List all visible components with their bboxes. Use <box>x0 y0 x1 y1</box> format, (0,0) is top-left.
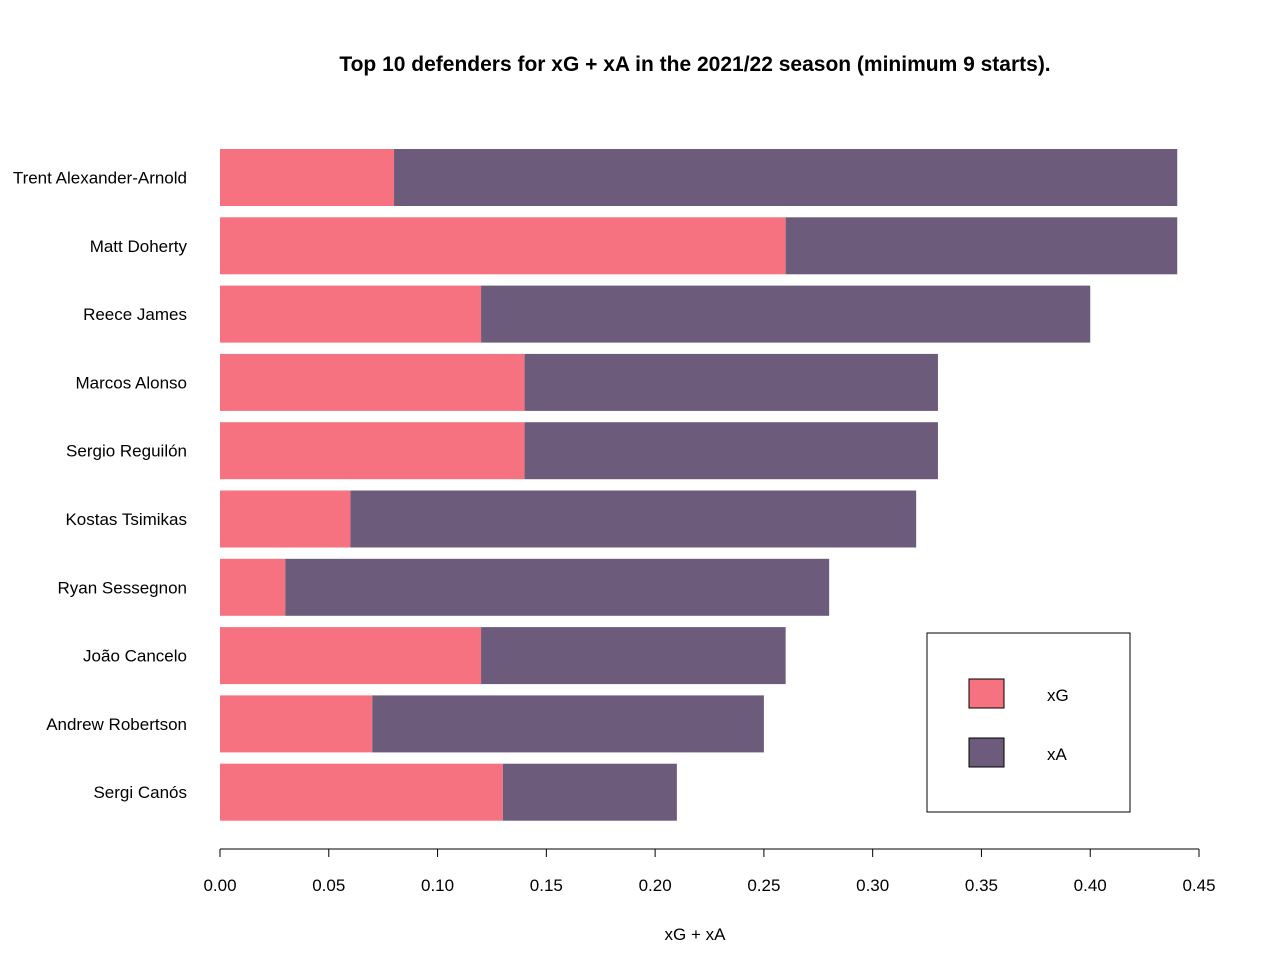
legend-label-xa: xA <box>1047 745 1068 764</box>
category-label: João Cancelo <box>83 647 187 666</box>
bar-xg-10 <box>220 763 503 821</box>
bar-xa-9 <box>372 695 764 753</box>
legend-swatch-xg <box>968 678 1005 709</box>
x-tick-label: 0.05 <box>312 876 345 895</box>
x-tick-label: 0.25 <box>747 876 780 895</box>
category-label: Ryan Sessegnon <box>58 578 187 597</box>
x-tick-label: 0.10 <box>421 876 454 895</box>
category-label: Matt Doherty <box>90 237 188 256</box>
x-tick-label: 0.40 <box>1074 876 1107 895</box>
category-label: Sergio Reguilón <box>66 442 187 461</box>
bar-xg-8 <box>220 627 482 685</box>
bar-xa-6 <box>350 490 917 548</box>
category-label: Andrew Robertson <box>46 715 187 734</box>
category-label: Reece James <box>83 305 187 324</box>
bar-xa-1 <box>394 149 1178 206</box>
bar-xg-1 <box>220 149 395 206</box>
chart-title: Top 10 defenders for xG + xA in the 2021… <box>339 53 1050 76</box>
legend-label-xg: xG <box>1047 686 1069 705</box>
bar-xa-3 <box>481 285 1091 343</box>
x-tick-label: 0.00 <box>203 876 236 895</box>
bar-xa-8 <box>481 627 786 685</box>
category-labels: Trent Alexander-Arnold Matt Doherty Reece … <box>13 169 188 803</box>
bar-xg-2 <box>220 217 786 275</box>
legend-swatch-xa <box>968 737 1005 768</box>
x-axis: 0.00 0.05 0.10 0.15 0.20 0.25 0.30 0.35 0.40 0.45 <box>203 848 1216 895</box>
bar-xg-5 <box>220 422 525 480</box>
x-tick-label: 0.20 <box>639 876 672 895</box>
x-tick-label: 0.35 <box>965 876 998 895</box>
bar-xg-7 <box>220 558 286 616</box>
legend: xG xA <box>926 632 1131 813</box>
bar-xa-5 <box>524 422 938 480</box>
x-tick-label: 0.30 <box>856 876 889 895</box>
x-axis-label: xG + xA <box>665 925 727 944</box>
bars-group <box>220 149 1178 821</box>
x-tick-label: 0.45 <box>1182 876 1215 895</box>
bar-xg-9 <box>220 695 373 753</box>
x-tick-label: 0.15 <box>530 876 563 895</box>
category-label: Sergi Canós <box>93 783 187 802</box>
category-label: Marcos Alonso <box>76 373 188 392</box>
bar-xa-2 <box>785 217 1178 275</box>
bar-xa-7 <box>285 558 830 616</box>
bar-xg-3 <box>220 285 482 343</box>
bar-xg-4 <box>220 353 525 411</box>
bar-xa-10 <box>502 763 677 821</box>
bar-xa-4 <box>524 353 938 411</box>
category-label: Trent Alexander-Arnold <box>13 169 187 188</box>
category-label: Kostas Tsimikas <box>65 510 187 529</box>
bar-xg-6 <box>220 490 351 548</box>
legend-box <box>926 632 1131 813</box>
